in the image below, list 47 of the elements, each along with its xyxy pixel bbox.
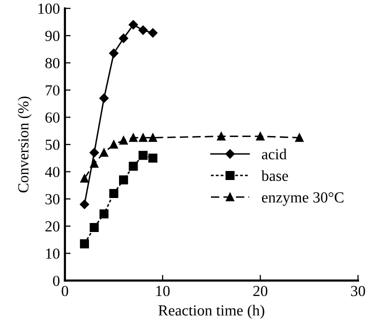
x-tick-label: 0 (62, 286, 68, 296)
point (128, 162, 138, 171)
point (118, 34, 128, 43)
legend-label: base (261, 170, 288, 181)
point (138, 26, 148, 35)
point (148, 154, 158, 163)
point (119, 136, 128, 145)
y-tick-label: 100 (38, 4, 60, 14)
y-axis-title: Conversion (%) (18, 96, 32, 192)
point (80, 200, 90, 209)
point (99, 209, 109, 218)
point (256, 132, 264, 140)
y-tick-label: 90 (45, 30, 60, 42)
point (148, 28, 158, 38)
point (80, 174, 89, 183)
point (110, 140, 118, 149)
point (90, 148, 99, 158)
y-tick-label: 40 (45, 166, 60, 178)
point (90, 159, 98, 168)
point (128, 20, 138, 30)
y-tick-label: 0 (53, 276, 60, 286)
y-tick-label: 10 (46, 248, 60, 259)
legend-label: enzyme 30°C (262, 192, 344, 206)
point (138, 134, 148, 142)
point (148, 134, 158, 142)
point (119, 175, 128, 184)
y-tick-label: 70 (46, 85, 60, 96)
x-tick-label: 30 (351, 286, 366, 296)
point (109, 48, 118, 58)
x-axis-title: Reaction time (h) (158, 304, 264, 319)
y-tick-label: 30 (46, 194, 60, 204)
point (99, 94, 109, 103)
point (129, 134, 138, 142)
y-tick-label: 80 (45, 58, 60, 68)
point (109, 188, 118, 198)
point (80, 239, 89, 248)
x-tick-label: 20 (253, 286, 268, 296)
point (100, 148, 108, 157)
point (217, 132, 226, 140)
point (138, 150, 148, 160)
y-tick-label: 50 (46, 140, 60, 150)
y-tick-label: 20 (45, 221, 60, 232)
point (295, 134, 304, 142)
point (90, 222, 99, 232)
legend-label: acid (262, 148, 287, 160)
x-tick-label: 10 (156, 286, 170, 296)
y-tick-label: 60 (45, 112, 60, 123)
